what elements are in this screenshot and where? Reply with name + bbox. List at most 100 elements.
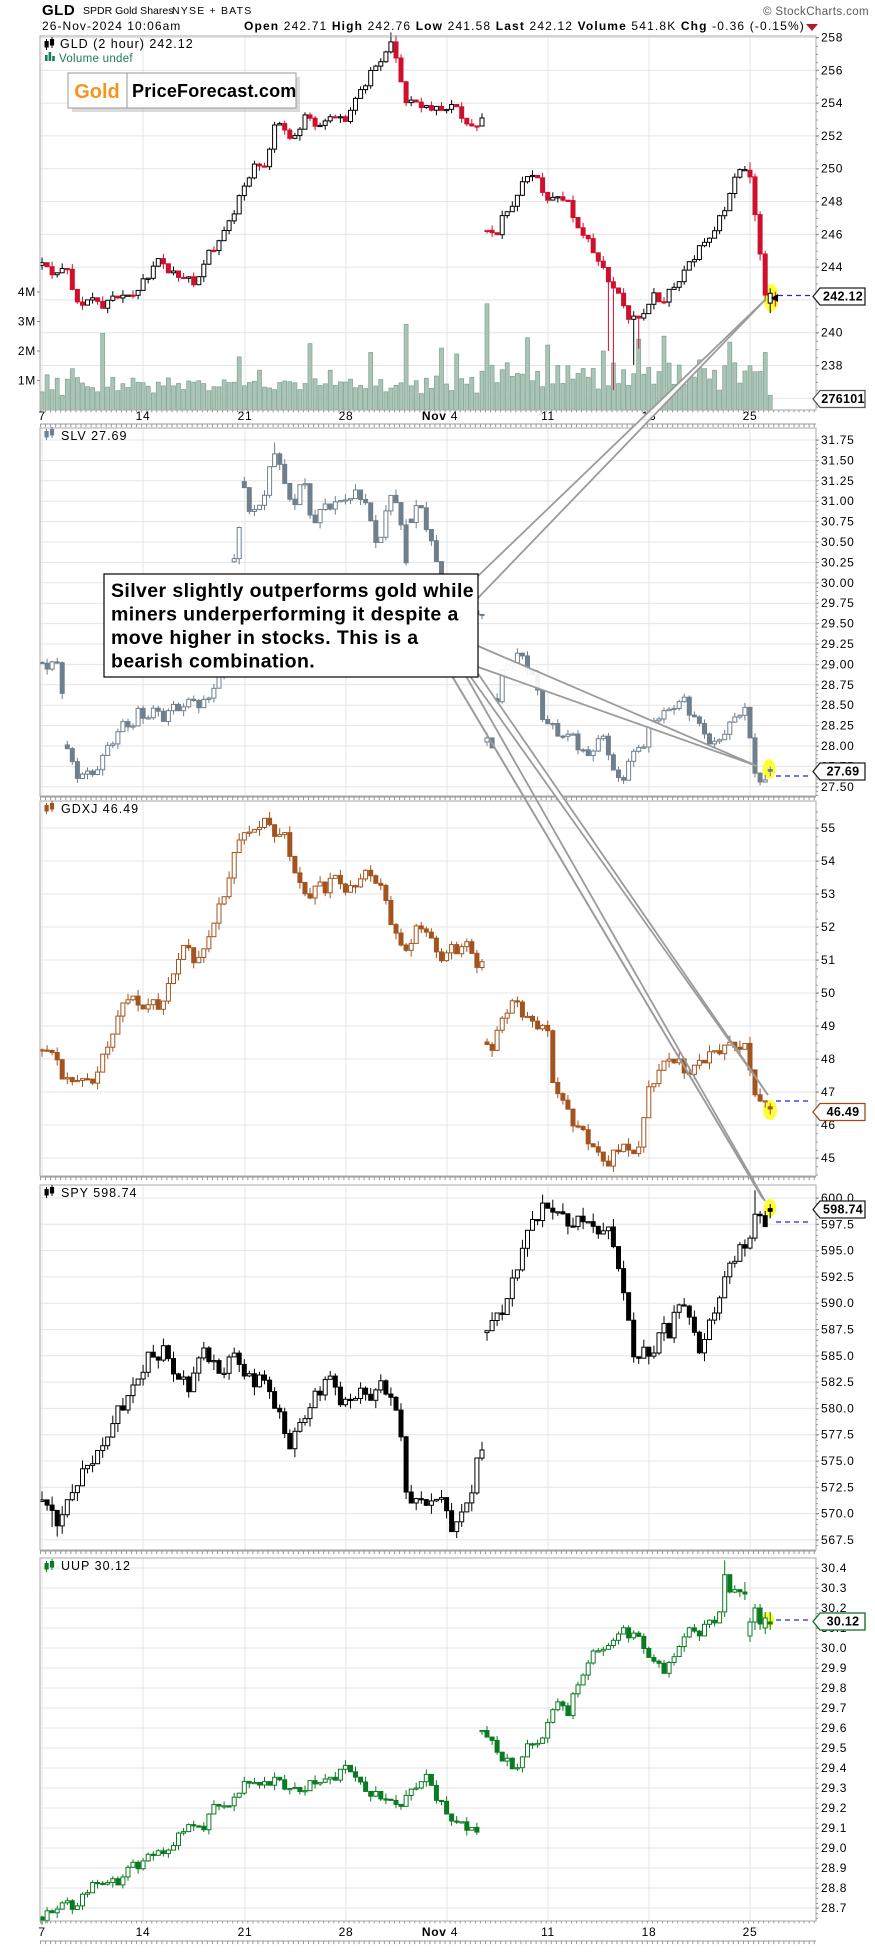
svg-text:244: 244 xyxy=(821,260,843,274)
svg-text:582.5: 582.5 xyxy=(821,1375,855,1389)
svg-text:240: 240 xyxy=(821,326,843,340)
svg-text:4M: 4M xyxy=(18,285,36,299)
svg-text:256: 256 xyxy=(821,63,843,77)
svg-text:258: 258 xyxy=(821,31,843,45)
svg-text:238: 238 xyxy=(821,359,843,373)
svg-text:30.50: 30.50 xyxy=(821,535,855,549)
svg-text:29.75: 29.75 xyxy=(821,596,855,610)
svg-text:NYSE + BATS: NYSE + BATS xyxy=(172,5,252,17)
svg-text:595.0: 595.0 xyxy=(821,1244,855,1258)
svg-text:31.00: 31.00 xyxy=(821,494,855,508)
svg-text:Silver slightly outperforms go: Silver slightly outperforms gold while xyxy=(111,580,474,602)
svg-text:29.2: 29.2 xyxy=(821,1801,847,1815)
svg-text:30.00: 30.00 xyxy=(821,576,855,590)
svg-text:2M: 2M xyxy=(18,344,36,358)
svg-text:29.8: 29.8 xyxy=(821,1681,847,1695)
svg-text:276101: 276101 xyxy=(821,392,865,406)
svg-text:29.1: 29.1 xyxy=(821,1821,847,1835)
svg-text:570.0: 570.0 xyxy=(821,1507,855,1521)
svg-text:597.5: 597.5 xyxy=(821,1217,855,1231)
svg-text:242.12: 242.12 xyxy=(823,290,863,304)
svg-text:SPY 598.74: SPY 598.74 xyxy=(61,1186,138,1200)
svg-text:30.25: 30.25 xyxy=(821,555,855,569)
svg-text:29.4: 29.4 xyxy=(821,1761,847,1775)
svg-text:3M: 3M xyxy=(18,315,36,329)
svg-text:28.7: 28.7 xyxy=(821,1901,847,1915)
svg-text:54: 54 xyxy=(821,854,836,868)
svg-text:GLD: GLD xyxy=(42,2,75,19)
svg-text:250: 250 xyxy=(821,162,843,176)
svg-text:25: 25 xyxy=(743,409,758,423)
svg-text:27.69: 27.69 xyxy=(827,765,860,779)
svg-text:29.25: 29.25 xyxy=(821,637,855,651)
svg-text:28.50: 28.50 xyxy=(821,698,855,712)
svg-text:46.49: 46.49 xyxy=(827,1105,860,1119)
svg-text:592.5: 592.5 xyxy=(821,1270,855,1284)
svg-text:587.5: 587.5 xyxy=(821,1323,855,1337)
svg-text:29.6: 29.6 xyxy=(821,1721,847,1735)
svg-text:28: 28 xyxy=(339,1925,354,1939)
svg-text:SPDR Gold Shares: SPDR Gold Shares xyxy=(83,5,173,17)
svg-text:28.00: 28.00 xyxy=(821,739,855,753)
svg-text:28.8: 28.8 xyxy=(821,1881,847,1895)
svg-text:UUP 30.12: UUP 30.12 xyxy=(61,1559,131,1573)
svg-text:29.00: 29.00 xyxy=(821,657,855,671)
svg-text:11: 11 xyxy=(541,409,555,423)
svg-text:252: 252 xyxy=(821,129,843,143)
svg-text:246: 246 xyxy=(821,227,843,241)
svg-text:45: 45 xyxy=(821,1151,836,1165)
svg-text:GDXJ 46.49: GDXJ 46.49 xyxy=(61,802,139,816)
svg-text:14: 14 xyxy=(136,409,151,423)
svg-text:31.50: 31.50 xyxy=(821,453,855,467)
svg-text:575.0: 575.0 xyxy=(821,1454,855,1468)
svg-text:248: 248 xyxy=(821,195,843,209)
svg-text:31.25: 31.25 xyxy=(821,474,855,488)
svg-text:Gold: Gold xyxy=(74,81,120,103)
svg-text:47: 47 xyxy=(821,1085,836,1099)
svg-text:30.3: 30.3 xyxy=(821,1581,847,1595)
svg-text:Open 242.71 High 242.76 Low 24: Open 242.71 High 242.76 Low 241.58 Last … xyxy=(244,19,805,33)
svg-text:18: 18 xyxy=(642,1925,657,1939)
svg-text:28.25: 28.25 xyxy=(821,719,855,733)
svg-text:Volume undef: Volume undef xyxy=(59,53,133,65)
svg-text:30.4: 30.4 xyxy=(821,1561,847,1575)
svg-text:580.0: 580.0 xyxy=(821,1401,855,1415)
svg-text:30.2: 30.2 xyxy=(821,1601,847,1615)
svg-text:25: 25 xyxy=(743,1925,758,1939)
svg-text:14: 14 xyxy=(136,1925,151,1939)
svg-text:Nov 4: Nov 4 xyxy=(422,409,458,423)
svg-text:577.5: 577.5 xyxy=(821,1428,855,1442)
svg-text:28: 28 xyxy=(339,409,354,423)
svg-text:© StockCharts.com: © StockCharts.com xyxy=(763,6,869,18)
svg-text:585.0: 585.0 xyxy=(821,1349,855,1363)
svg-text:30.75: 30.75 xyxy=(821,515,855,529)
svg-text:29.7: 29.7 xyxy=(821,1701,847,1715)
svg-text:7: 7 xyxy=(38,1925,45,1939)
svg-text:1M: 1M xyxy=(18,374,36,388)
svg-text:bearish combination.: bearish combination. xyxy=(111,651,315,673)
svg-text:50: 50 xyxy=(821,986,836,1000)
svg-text:590.0: 590.0 xyxy=(821,1296,855,1310)
svg-text:21: 21 xyxy=(238,409,253,423)
svg-text:27.50: 27.50 xyxy=(821,780,855,794)
svg-text:GLD (2 hour) 242.12: GLD (2 hour) 242.12 xyxy=(60,37,194,51)
svg-text:29.0: 29.0 xyxy=(821,1841,847,1855)
svg-text:254: 254 xyxy=(821,96,843,110)
svg-text:49: 49 xyxy=(821,1019,836,1033)
svg-text:598.74: 598.74 xyxy=(823,1203,863,1217)
svg-text:29.5: 29.5 xyxy=(821,1741,847,1755)
svg-text:28.75: 28.75 xyxy=(821,678,855,692)
svg-text:29.3: 29.3 xyxy=(821,1781,847,1795)
svg-text:11: 11 xyxy=(541,1925,555,1939)
svg-text:miners underperforming it desp: miners underperforming it despite a xyxy=(111,604,459,626)
svg-text:572.5: 572.5 xyxy=(821,1480,855,1494)
svg-text:567.5: 567.5 xyxy=(821,1533,855,1547)
svg-text:26-Nov-2024 10:06am: 26-Nov-2024 10:06am xyxy=(42,19,181,33)
svg-text:51: 51 xyxy=(821,953,836,967)
svg-text:31.75: 31.75 xyxy=(821,433,855,447)
svg-text:SLV 27.69: SLV 27.69 xyxy=(61,429,127,443)
svg-text:30.0: 30.0 xyxy=(821,1641,847,1655)
svg-text:46: 46 xyxy=(821,1118,836,1132)
svg-text:53: 53 xyxy=(821,887,836,901)
svg-text:30.12: 30.12 xyxy=(827,1615,860,1629)
